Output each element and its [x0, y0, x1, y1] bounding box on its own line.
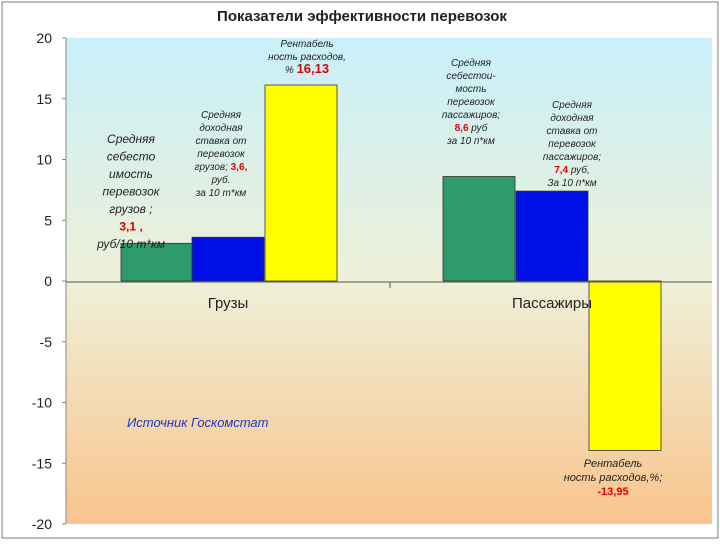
annotation-text: себесто	[107, 150, 156, 164]
chart-title: Показатели эффективности перевозок	[217, 8, 507, 25]
bar-cargo-2	[191, 236, 265, 282]
bar-passengers-2	[515, 190, 589, 282]
y-tick-label: -20	[32, 516, 52, 532]
bar-passengers-1	[442, 176, 516, 282]
annotation-text: доходная	[199, 123, 243, 134]
annotation-text: перевозок	[103, 185, 161, 199]
y-tick-label: 0	[44, 273, 52, 289]
annotation-text: ставка от	[196, 136, 247, 147]
annotation-text: Средняя	[451, 58, 492, 69]
x-category-label: Грузы	[208, 295, 249, 312]
annotation-value: грузов; 3,6,	[195, 162, 248, 173]
annotation-text: руб/10 т*км	[96, 237, 165, 251]
annotation-text: перевозок	[447, 97, 496, 108]
y-tick-label: 15	[36, 91, 52, 107]
annotation-text: перевозок	[548, 139, 597, 150]
y-tick-label: 5	[44, 212, 52, 228]
y-tick-label: 20	[36, 30, 52, 46]
bar-cargo-3	[264, 84, 338, 282]
annotation-value: 7,4 руб,	[554, 164, 590, 176]
x-category-label: Пассажиры	[512, 295, 592, 312]
annotation-text: руб.	[211, 174, 231, 186]
annotation-text: перевозок	[197, 149, 246, 160]
annotation-text: пассажиров;	[442, 110, 500, 121]
annotation-text: ность расходов,%;	[564, 472, 663, 484]
y-tick-label: -15	[32, 455, 52, 471]
annotation-text: за 10 т*км	[195, 188, 247, 199]
annotation-text: пассажиров;	[543, 152, 601, 163]
annotation-text: имость	[109, 167, 153, 181]
annotation-text: ность расходов,	[268, 52, 346, 63]
annotation-text: ставка от	[547, 126, 598, 137]
source-note: Источник Госкомстат	[127, 415, 269, 430]
bar-passengers-3	[588, 280, 662, 451]
annotation-text: Рентабель	[280, 38, 333, 50]
annotation-text: доходная	[550, 113, 594, 124]
annotation-text: грузов ;	[109, 202, 152, 216]
annotation-value: 3,1 ,	[119, 220, 142, 234]
annotation-text: Средняя	[107, 132, 156, 146]
annotation-value: 8,6 руб	[455, 122, 488, 134]
annotation-text: мость	[455, 84, 486, 95]
annotation-value: -13,95	[597, 486, 628, 498]
annotation-text: За 10 п*км	[547, 178, 596, 189]
bar-cargo-1	[120, 242, 194, 282]
annotation-text: за 10 п*км	[446, 136, 495, 147]
annotation-text: Рентабель	[584, 458, 643, 470]
annotation-value: % 16,13	[285, 61, 329, 76]
y-tick-label: 10	[36, 152, 52, 168]
annotation-text: Средняя	[201, 110, 242, 121]
y-tick-label: -10	[32, 395, 52, 411]
y-tick-label: -5	[40, 334, 53, 350]
annotation-text: Средняя	[552, 100, 593, 111]
annotation-text: себестои-	[446, 70, 496, 82]
